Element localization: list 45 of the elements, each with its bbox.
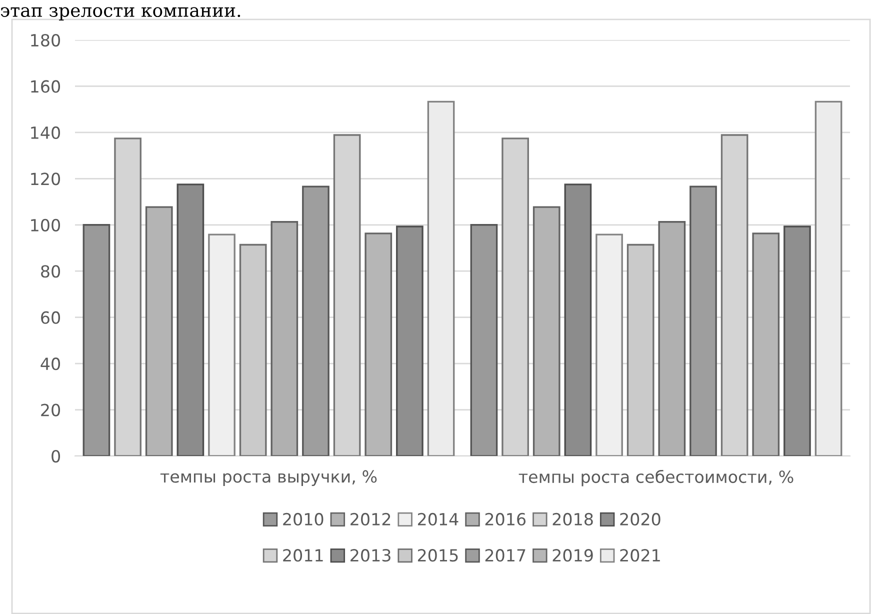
y-tick-label: 140: [31, 126, 60, 140]
bar: [470, 224, 498, 456]
legend-label: 2010: [283, 512, 324, 526]
y-tick-label: 40: [40, 358, 60, 370]
y-tick-label: 20: [41, 404, 60, 416]
bar: [396, 226, 424, 456]
bar: [596, 234, 623, 456]
bar: [532, 206, 560, 456]
bar: [364, 232, 392, 456]
y-tick-label: 100: [31, 218, 60, 232]
bar: [302, 186, 330, 456]
legend-label: 2018: [552, 512, 593, 526]
bar: [176, 184, 204, 456]
bar: [564, 184, 592, 456]
y-tick-label: 80: [41, 265, 60, 278]
y-tick-label: 60: [41, 311, 60, 324]
legend-label: 2017: [485, 549, 526, 562]
legend-label: 2019: [552, 549, 593, 562]
y-tick-label: 160: [31, 80, 60, 93]
y-tick-label: 180: [31, 34, 60, 47]
legend-label: 2011: [283, 549, 323, 562]
legend-label: 2012: [350, 512, 390, 526]
bar: [626, 244, 654, 456]
bar: [82, 224, 110, 456]
bar: [145, 206, 173, 456]
x-tick-label: темпы роста себестоимости, %: [518, 470, 794, 486]
text: этап зрелости компании.: [0, 7, 240, 21]
bar: [752, 232, 780, 456]
legend-label: 2014: [418, 512, 458, 526]
bar: [814, 100, 842, 456]
legend-label: 2021: [620, 549, 660, 562]
y-tick-label: 0: [52, 450, 60, 463]
bar: [270, 221, 298, 456]
bar: [427, 100, 455, 456]
bar: [658, 221, 686, 456]
legend-label: 2015: [418, 549, 458, 562]
y-tick-label: 120: [31, 172, 60, 186]
x-tick-label: темпы роста выручки, %: [160, 470, 377, 486]
bar: [690, 186, 717, 456]
bar: [208, 234, 236, 456]
bar: [239, 244, 267, 456]
bar: [784, 226, 811, 456]
legend-label: 2016: [485, 512, 526, 526]
legend-label: 2020: [620, 512, 660, 526]
legend-label: 2013: [350, 549, 390, 562]
